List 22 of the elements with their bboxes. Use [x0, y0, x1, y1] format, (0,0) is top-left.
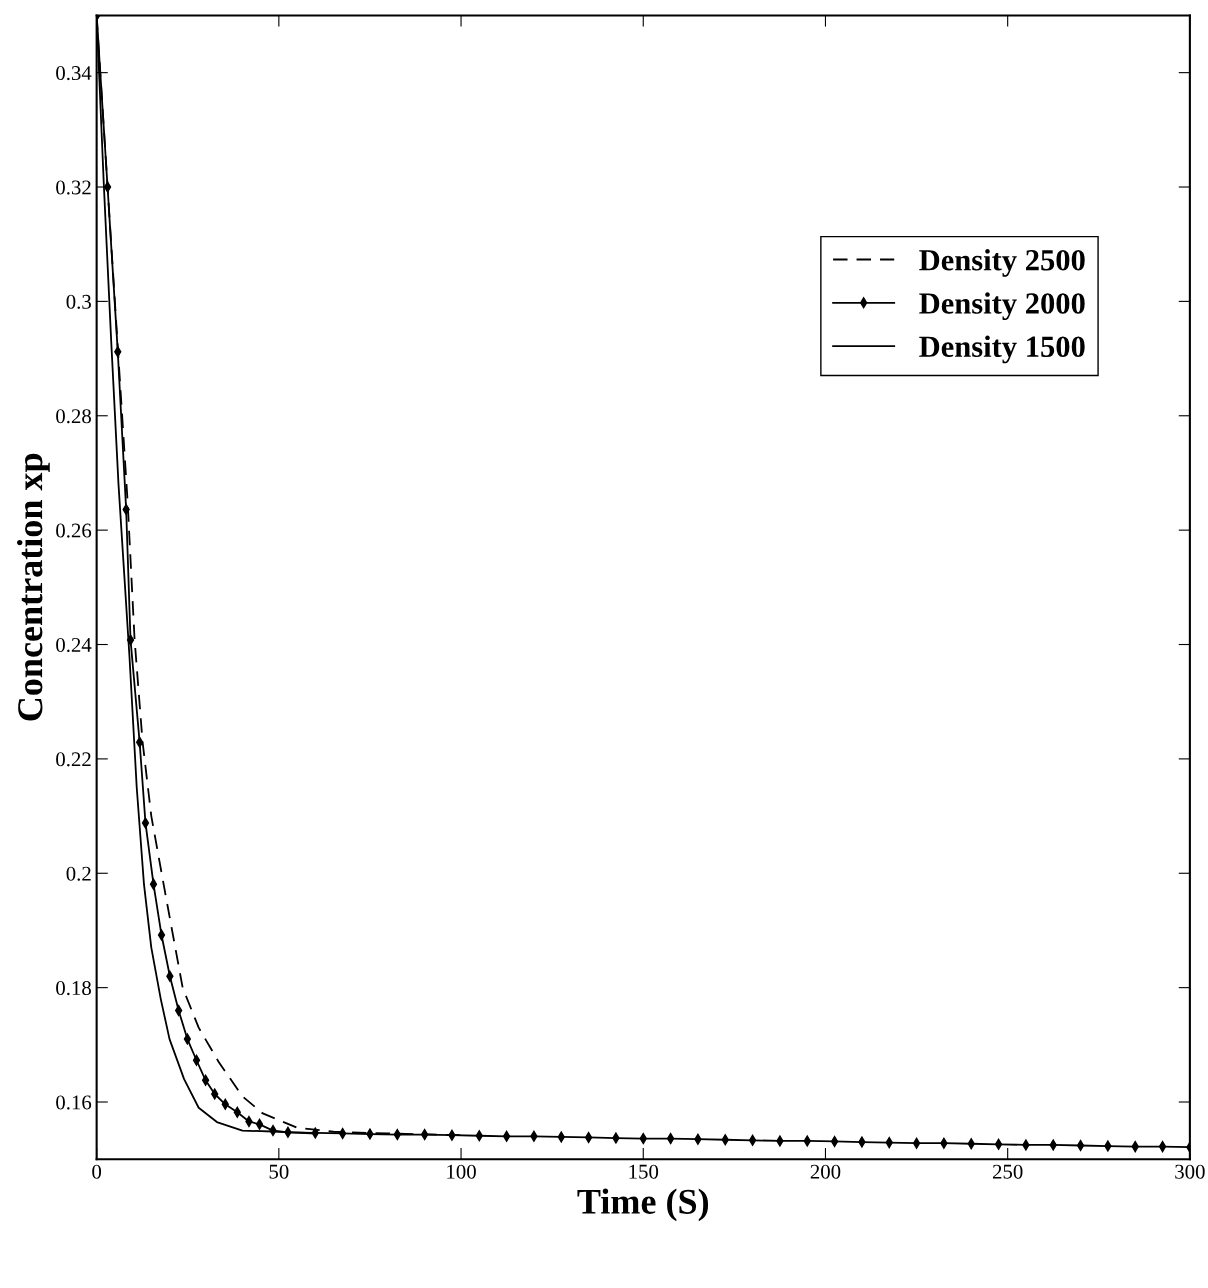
y-tick-label: 0.32 — [56, 180, 91, 195]
y-tick-label: 0.16 — [56, 1095, 92, 1110]
y-tick-label: 0.34 — [56, 66, 92, 81]
x-tick-label: 50 — [269, 1164, 289, 1179]
y-tick-label: 0.22 — [56, 752, 91, 767]
x-tick-label: 300 — [1175, 1164, 1205, 1179]
y-tick-label: 0.24 — [56, 637, 92, 653]
legend-label: Density 1500 — [919, 335, 1085, 364]
x-tick-label: 0 — [92, 1164, 102, 1179]
y-tick-label: 0.2 — [66, 866, 91, 881]
y-tick-label: 0.3 — [66, 294, 91, 309]
x-tick-label: 250 — [992, 1164, 1023, 1179]
legend-label: Density 2500 — [919, 249, 1085, 277]
y-axis-title: Concentration xp — [17, 453, 50, 721]
y-tick-label: 0.18 — [56, 981, 91, 996]
x-axis-title: Time (S) — [577, 1188, 709, 1222]
x-tick-label: 150 — [629, 1164, 659, 1179]
y-tick-label: 0.28 — [56, 409, 91, 424]
x-tick-label: 100 — [447, 1164, 476, 1179]
x-tick-label: 200 — [810, 1164, 841, 1179]
legend-label: Density 2000 — [919, 292, 1085, 321]
y-tick-label: 0.26 — [56, 523, 92, 538]
